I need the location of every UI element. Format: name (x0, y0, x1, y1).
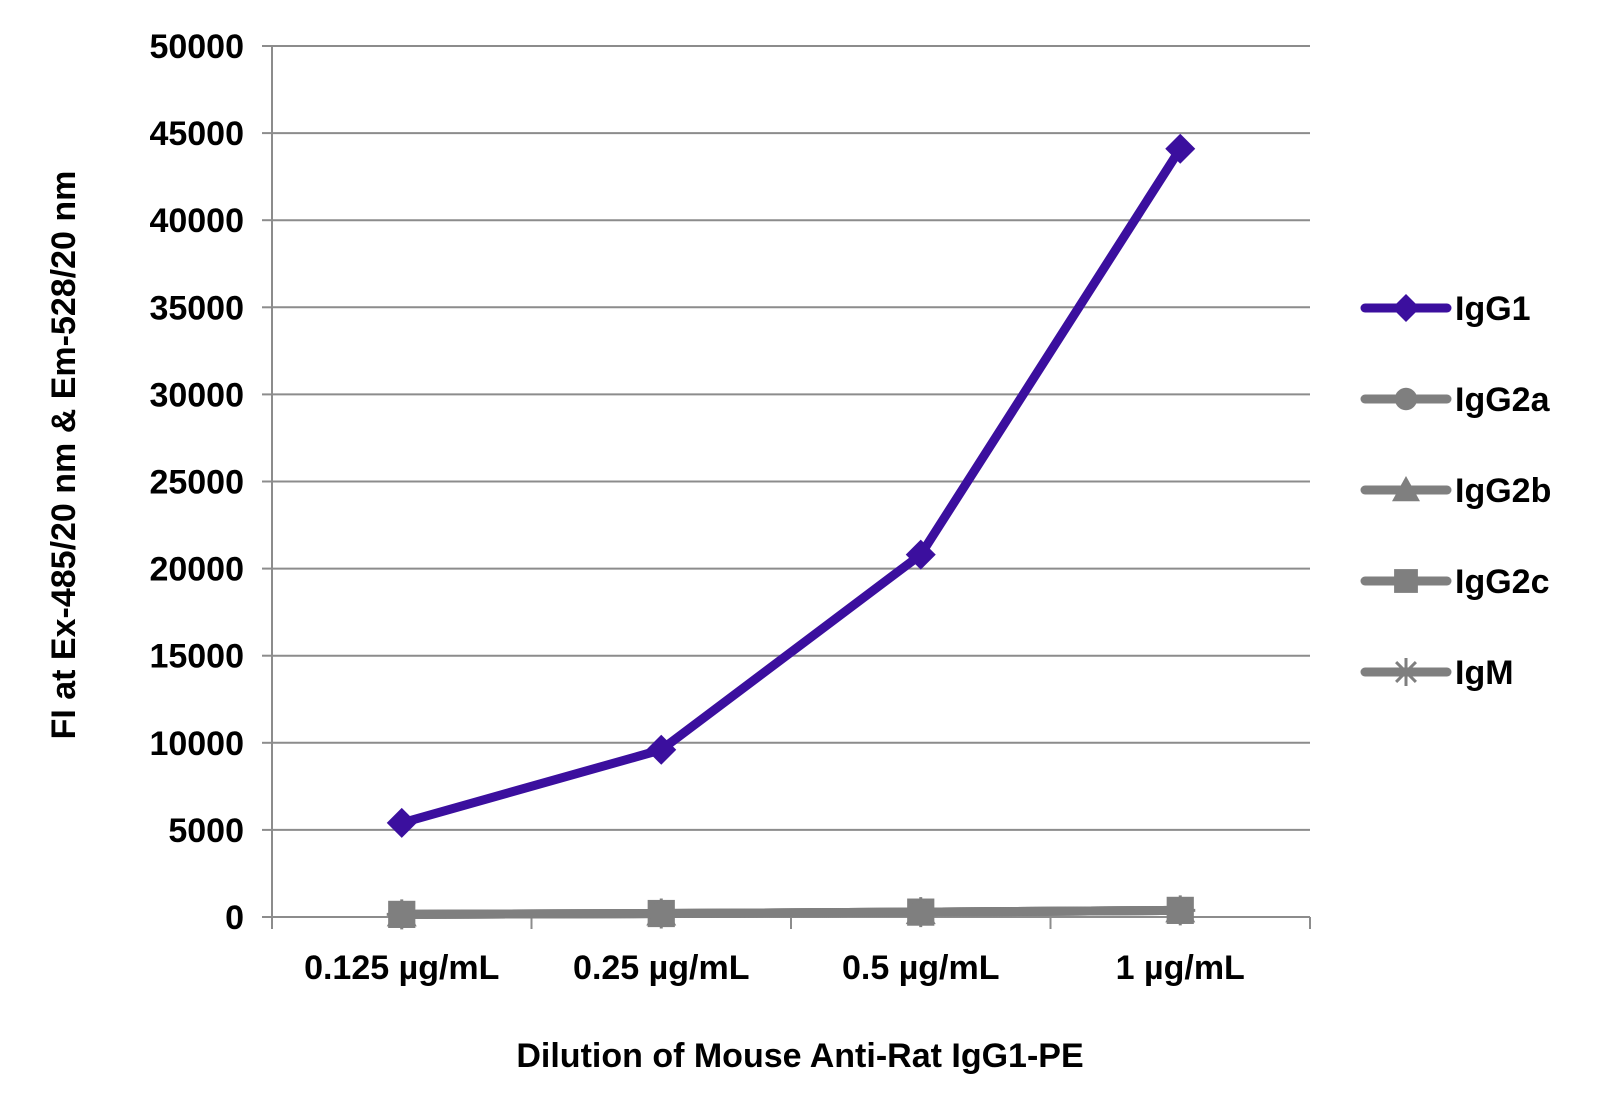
legend-label: IgG2c (1455, 563, 1549, 601)
series-igg2a (389, 898, 1193, 927)
legend: IgG1 IgG2a IgG2b IgG2c IgM (1360, 290, 1551, 692)
data-point (389, 902, 414, 927)
y-tick-label: 0 (225, 899, 244, 937)
y-axis-title: FI at Ex-485/20 nm & Em-528/20 nm (45, 171, 83, 740)
y-tick-label: 45000 (149, 115, 244, 153)
y-tick-label: 25000 (149, 464, 244, 502)
data-point (908, 900, 933, 925)
x-axis-title: Dilution of Mouse Anti-Rat IgG1-PE (516, 1037, 1083, 1075)
data-point (386, 807, 417, 838)
data-point (1392, 476, 1420, 502)
axes (262, 45, 1311, 929)
legend-label: IgG2b (1455, 472, 1551, 510)
y-tick-label: 35000 (149, 289, 244, 327)
gridlines (272, 45, 1310, 831)
data-point (1165, 133, 1196, 164)
series (386, 133, 1196, 930)
series-line (397, 905, 1185, 919)
x-tick-label: 0.125 µg/mL (304, 949, 499, 987)
legend-item: IgM (1360, 654, 1514, 692)
data-point (1392, 294, 1420, 322)
legend-item: IgG1 (1360, 290, 1531, 328)
y-tick-label: 5000 (168, 812, 244, 850)
data-point (1394, 569, 1418, 593)
data-point (1168, 898, 1193, 923)
y-tick-label: 40000 (149, 202, 244, 240)
x-tick-labels: 0.125 µg/mL 0.25 µg/mL 0.5 µg/mL 1 µg/mL (304, 949, 1245, 987)
legend-item: IgG2c (1360, 563, 1549, 601)
series-line (397, 144, 1185, 828)
x-tick-label: 0.5 µg/mL (842, 949, 1000, 987)
y-tick-label: 10000 (149, 725, 244, 763)
legend-label: IgG2a (1455, 381, 1551, 419)
legend-item: IgG2b (1360, 472, 1551, 510)
legend-item: IgG2a (1360, 381, 1551, 419)
data-point (649, 901, 674, 926)
data-point (905, 539, 936, 570)
data-point (1392, 658, 1420, 686)
x-tick-label: 0.25 µg/mL (573, 949, 749, 987)
y-tick-label: 15000 (149, 638, 244, 676)
legend-label: IgG1 (1455, 290, 1531, 328)
data-point (646, 734, 677, 765)
y-tick-label: 20000 (149, 551, 244, 589)
x-tick-label: 1 µg/mL (1116, 949, 1245, 987)
legend-label: IgM (1455, 654, 1514, 692)
y-tick-label: 50000 (149, 28, 244, 66)
y-tick-labels: 0 5000 10000 15000 20000 25000 30000 35000 40000… (149, 28, 244, 937)
series-igg1 (386, 133, 1196, 838)
data-point (1394, 387, 1418, 411)
y-tick-label: 30000 (149, 376, 244, 414)
